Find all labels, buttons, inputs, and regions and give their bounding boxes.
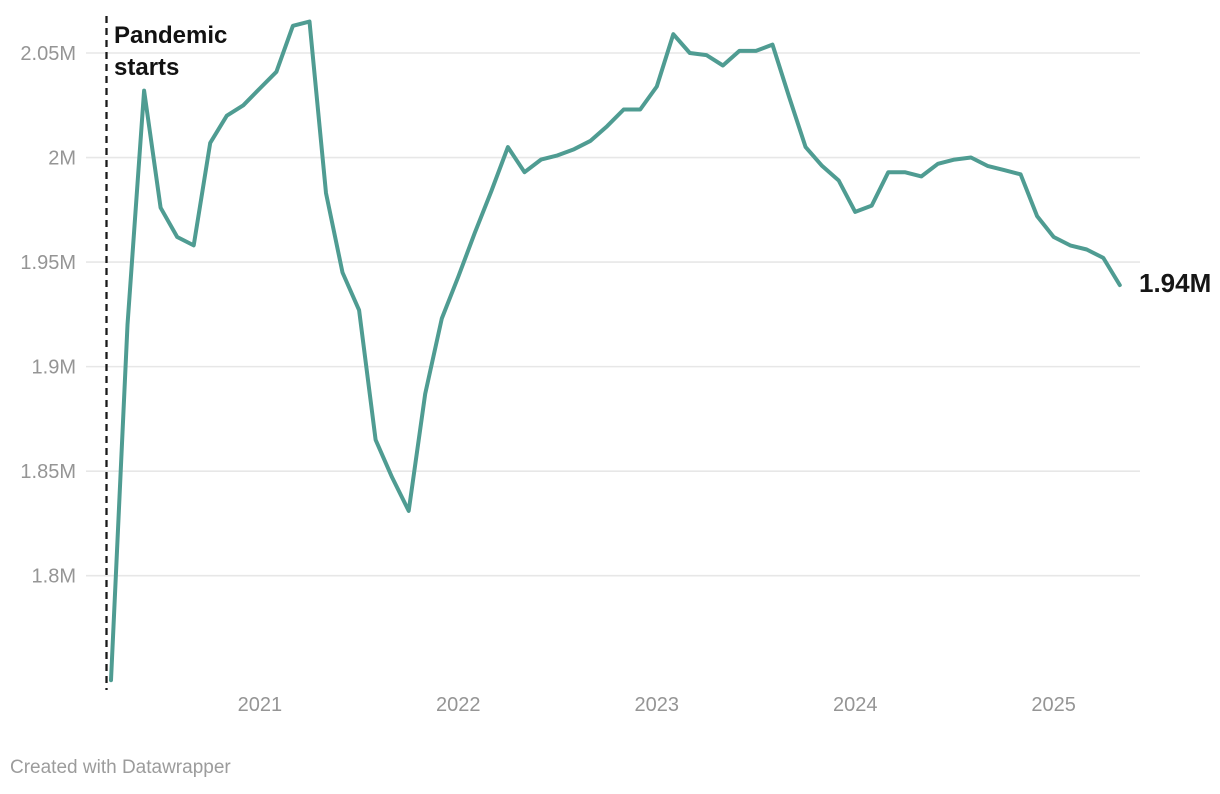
annotation-line-1: Pandemic [114, 22, 228, 49]
x-axis-tick-label: 2023 [635, 694, 680, 716]
annotation-line-2: starts [114, 54, 180, 81]
series-end-value-label: 1.94M [1139, 268, 1212, 298]
chart-canvas: 2.05M 2M 1.95M 1.9M 1.85M 1.8M 2021 2022 2023 202… [20, 16, 1140, 716]
x-axis-tick-label: 2022 [436, 694, 481, 716]
x-axis-tick-label: 2024 [833, 694, 878, 716]
y-axis-tick-label: 2M [48, 148, 76, 170]
x-axis-tick-label: 2025 [1031, 694, 1076, 716]
y-axis-tick-label: 1.85M [20, 461, 76, 483]
data-line-series [109, 19, 1122, 683]
y-axis-tick-label: 2.05M [20, 43, 76, 65]
datawrapper-credit-link[interactable]: Created with Datawrapper [10, 757, 231, 778]
y-axis-tick-label: 1.95M [20, 252, 76, 274]
y-axis-tick-label: 1.9M [32, 357, 76, 379]
y-axis-tick-label: 1.8M [32, 566, 76, 588]
pandemic-starts-annotation: Pandemic starts [114, 20, 227, 84]
x-axis-tick-label: 2021 [238, 694, 283, 716]
